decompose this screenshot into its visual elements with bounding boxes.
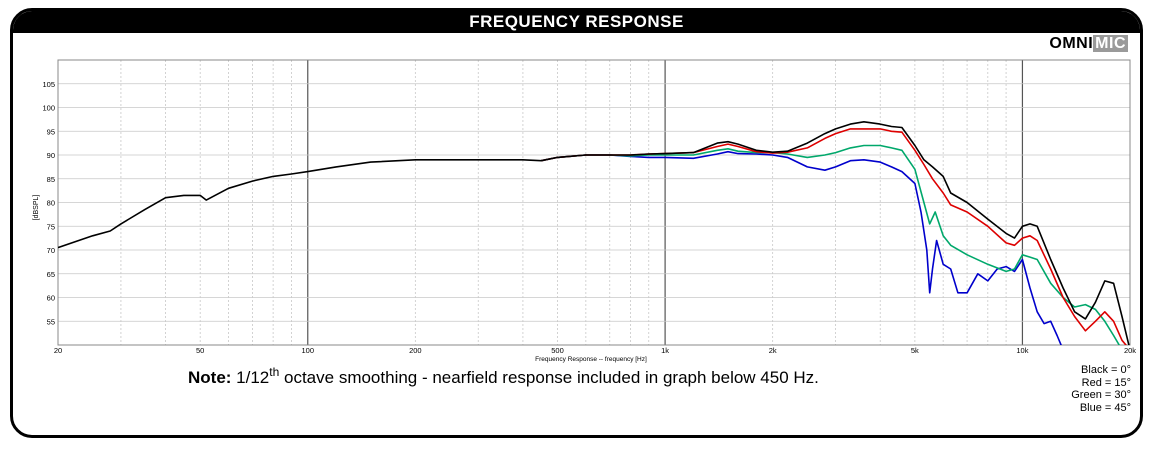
logo-part-omni: OMNI: [1049, 35, 1094, 52]
logo-part-mic: MIC: [1093, 35, 1128, 52]
response-line-45deg: [541, 150, 1062, 345]
x-tick-label: 20: [54, 346, 62, 355]
y-axis-label: [dBSPL]: [33, 195, 40, 221]
x-tick-label: 50: [196, 346, 204, 355]
y-tick-label: 105: [42, 80, 55, 89]
note-text-a: 1/12: [231, 368, 270, 387]
smoothing-note: Note: 1/12th octave smoothing - nearfiel…: [188, 365, 819, 388]
x-tick-label: 20k: [1124, 346, 1136, 355]
omnimic-logo: OMNI MIC: [1049, 35, 1128, 52]
response-line-0deg: [58, 121, 1130, 345]
x-tick-label: 500: [551, 346, 564, 355]
y-tick-label: 60: [47, 294, 55, 303]
x-tick-label: 200: [409, 346, 422, 355]
x-axis-label: Frequency Response -- frequency [Hz]: [535, 356, 647, 363]
y-tick-label: 65: [47, 270, 55, 279]
angle-legend: Black = 0° Red = 15° Green = 30° Blue = …: [1071, 364, 1131, 414]
legend-entry-blue: Blue = 45°: [1079, 401, 1131, 414]
x-tick-label: 10k: [1016, 346, 1028, 355]
x-tick-label: 1k: [661, 346, 669, 355]
note-label: Note:: [188, 368, 232, 387]
plot-border: [57, 59, 1131, 346]
note-superscript: th: [269, 365, 280, 379]
y-tick-label: 70: [47, 246, 55, 255]
chart-title: FREQUENCY RESPONSE: [13, 11, 1140, 33]
legend-entry-red: Red = 15°: [1081, 376, 1131, 389]
x-tick-label: 100: [302, 346, 315, 355]
legend-entry-black: Black = 0°: [1081, 364, 1131, 376]
y-tick-label: 95: [47, 127, 55, 136]
note-text-b: octave smoothing - nearfield response in…: [279, 368, 819, 387]
y-tick-label: 90: [47, 151, 55, 160]
y-tick-label: 100: [42, 104, 55, 113]
y-tick-label: 80: [47, 199, 55, 208]
legend-entry-green: Green = 30°: [1071, 389, 1131, 401]
response-line-30deg: [541, 144, 1121, 345]
y-tick-label: 85: [47, 175, 55, 184]
y-tick-label: 75: [47, 222, 55, 231]
y-tick-label: 55: [47, 317, 55, 326]
x-tick-label: 5k: [911, 346, 919, 355]
x-tick-label: 2k: [769, 346, 777, 355]
